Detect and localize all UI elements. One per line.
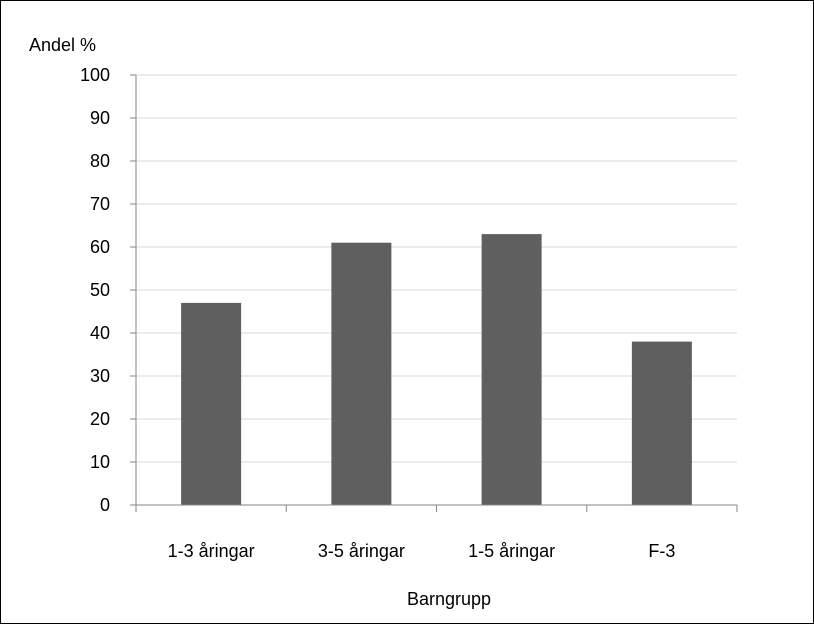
bar-1 bbox=[181, 302, 242, 505]
y-tick-label: 80 bbox=[90, 151, 110, 171]
x-tick-labels: 1-3 åringar 3-5 åringar 1-5 åringar F-3 bbox=[168, 541, 676, 561]
y-tick-label: 60 bbox=[90, 237, 110, 257]
axes bbox=[130, 74, 738, 512]
y-tick-label: 70 bbox=[90, 194, 110, 214]
y-tick-labels: 0 10 20 30 40 50 60 70 80 90 100 bbox=[80, 65, 110, 515]
x-tick-label: 1-3 åringar bbox=[168, 541, 255, 561]
bar-3 bbox=[481, 234, 542, 505]
y-tick-label: 10 bbox=[90, 452, 110, 472]
x-tick-label: 3-5 åringar bbox=[318, 541, 405, 561]
y-tick-label: 50 bbox=[90, 280, 110, 300]
bar-4 bbox=[631, 341, 692, 505]
y-tick-label: 100 bbox=[80, 65, 110, 85]
x-tick-label: 1-5 åringar bbox=[468, 541, 555, 561]
y-tick-label: 0 bbox=[100, 495, 110, 515]
y-tick-label: 20 bbox=[90, 409, 110, 429]
bar-2 bbox=[331, 242, 392, 505]
y-axis-title: Andel % bbox=[29, 35, 96, 55]
y-tick-label: 90 bbox=[90, 108, 110, 128]
x-tick-label: F-3 bbox=[648, 541, 675, 561]
bars bbox=[181, 234, 692, 505]
y-tick-label: 30 bbox=[90, 366, 110, 386]
x-axis-title: Barngrupp bbox=[407, 589, 491, 609]
y-tick-label: 40 bbox=[90, 323, 110, 343]
